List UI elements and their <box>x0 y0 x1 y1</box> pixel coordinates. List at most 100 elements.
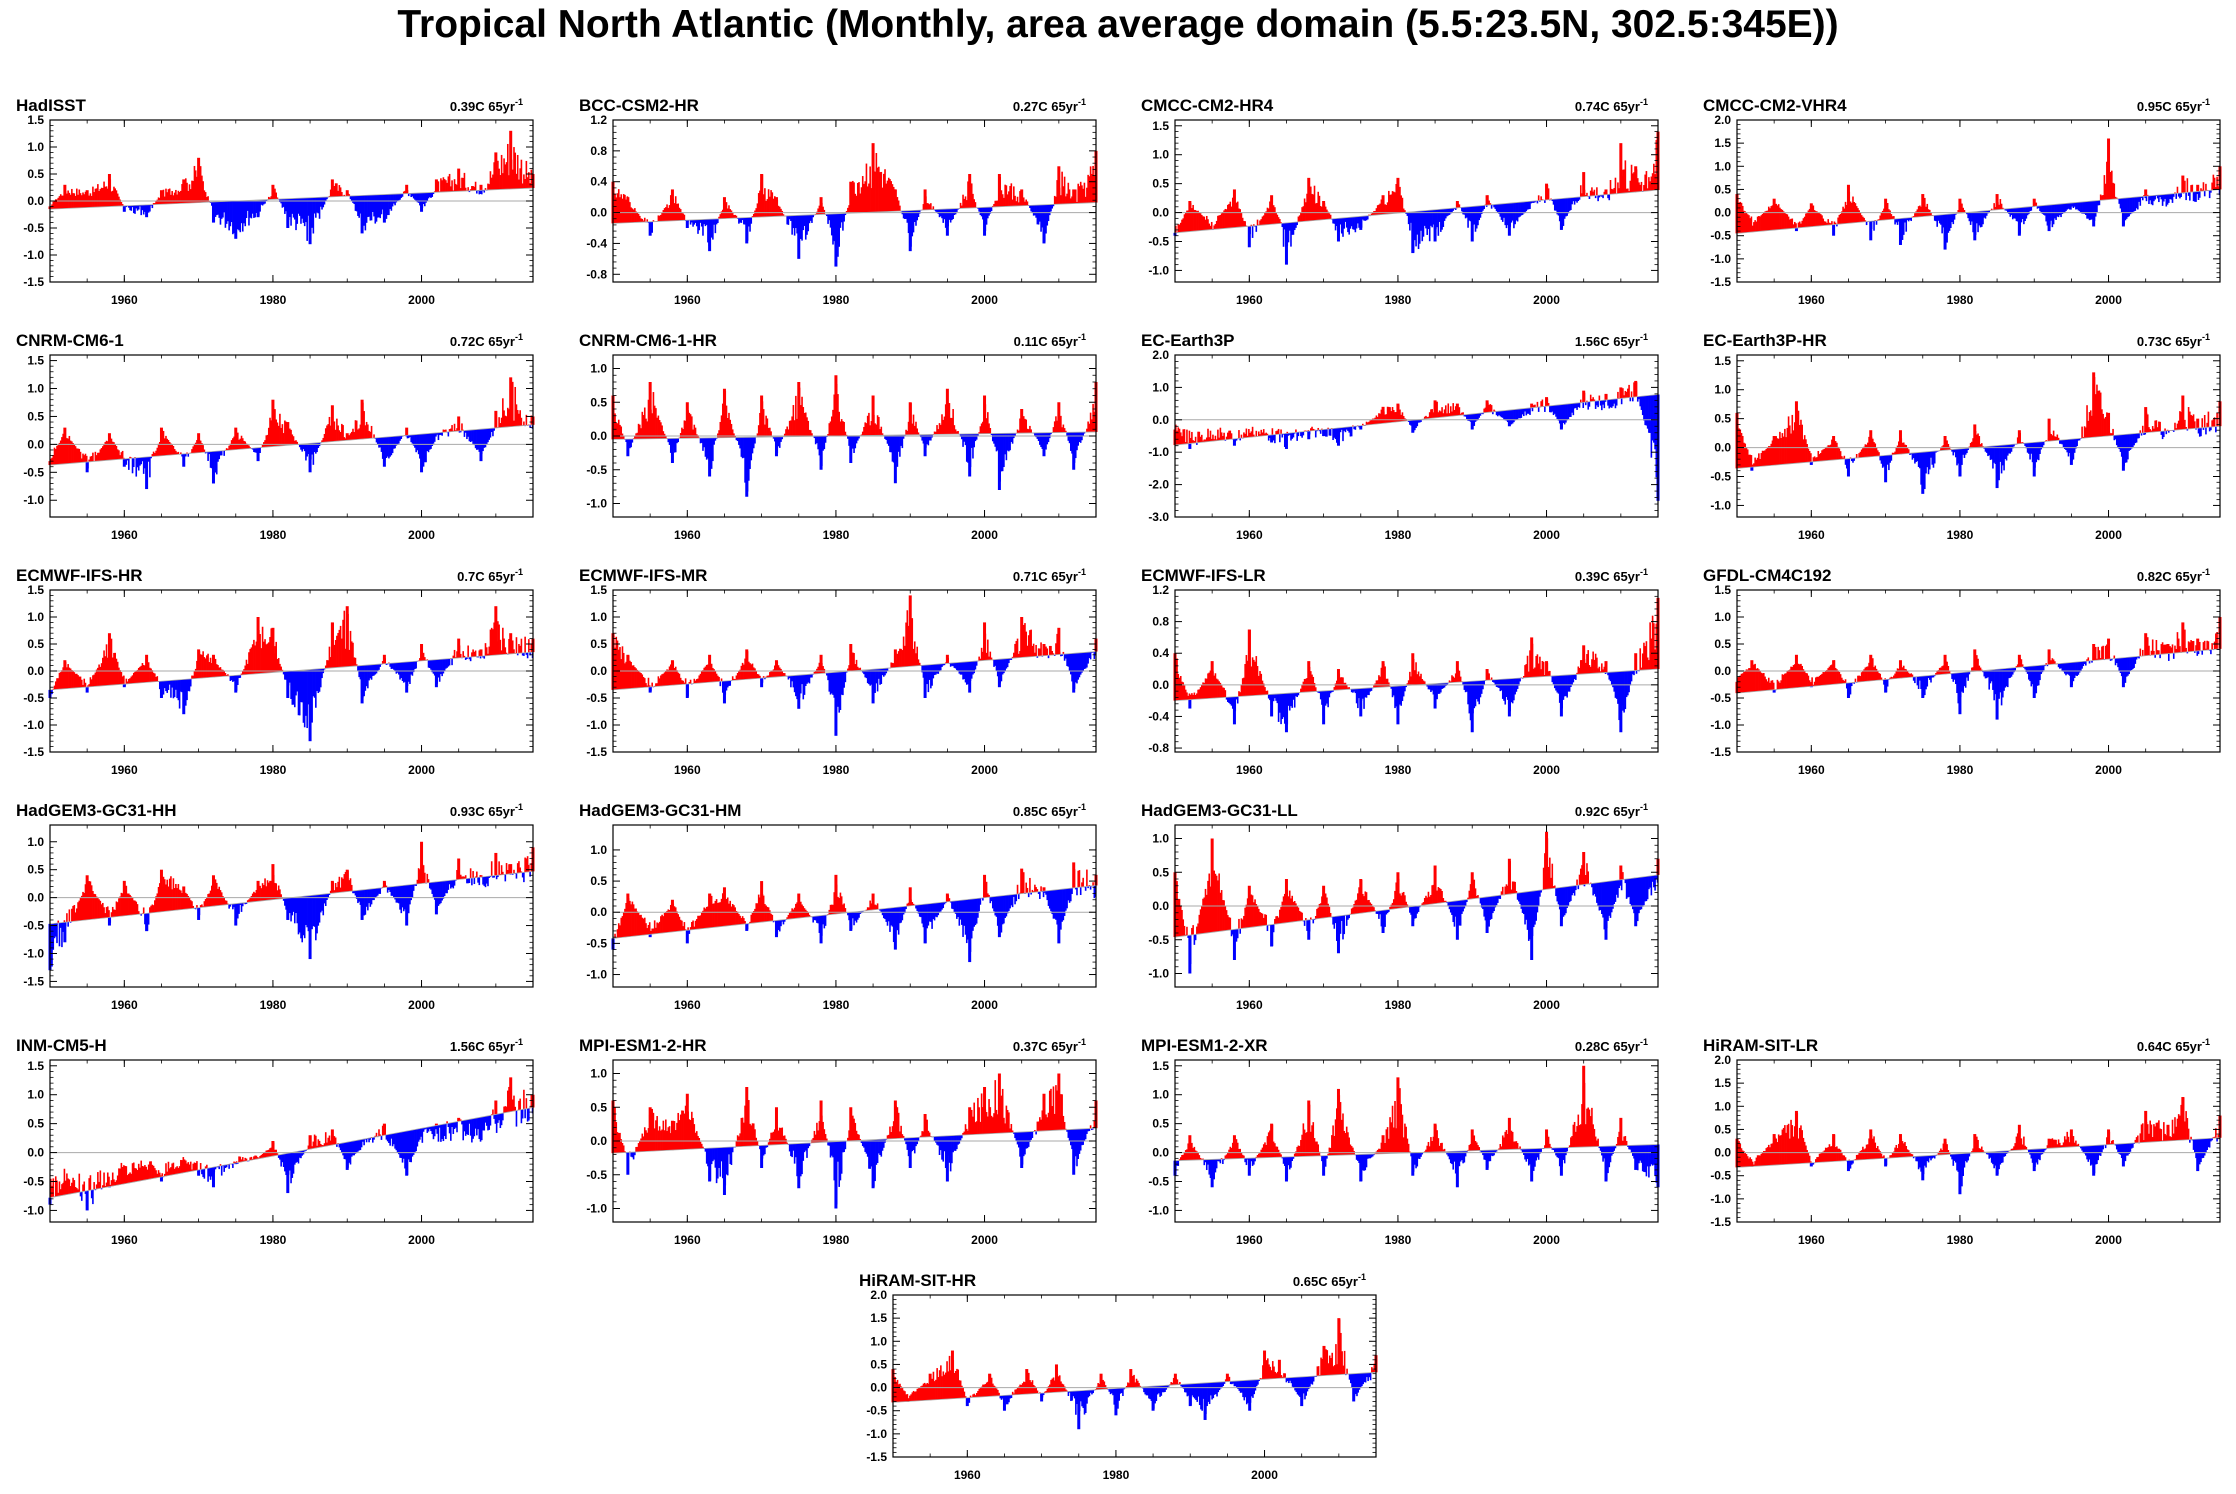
panel-mpi-esm1-2-xr: MPI-ESM1-2-XR 0.28C 65yr-1 -1.0 -0.5 0.0 0.5 1… <box>1133 1024 1665 1247</box>
y-tick-label: -2.0 <box>1148 478 1169 492</box>
anomaly-bar <box>708 1148 712 1182</box>
anomaly-bar <box>1898 1134 1902 1158</box>
panel-title: BCC-CSM2-HR <box>579 96 699 115</box>
anomaly-bar <box>893 189 897 212</box>
y-tick-label: -0.5 <box>1148 1175 1169 1189</box>
y-tick-label: 1.0 <box>1152 148 1169 162</box>
anomaly-bar <box>382 1123 386 1136</box>
anomaly-bar <box>626 1152 630 1175</box>
anomaly-bar <box>1750 660 1754 692</box>
anomaly-bar <box>1898 218 1902 245</box>
y-tick-label: -0.5 <box>1710 229 1731 243</box>
anomaly-bar <box>968 899 972 963</box>
x-tick-label: 1980 <box>1385 763 1412 777</box>
anomaly-bar <box>1322 885 1326 918</box>
panel-title: CNRM-CM6-1-HR <box>579 331 717 350</box>
anomaly-bar <box>1188 201 1192 232</box>
anomaly-bar <box>923 904 927 944</box>
anomaly-bar <box>1973 424 1977 448</box>
anomaly-bar <box>457 416 461 432</box>
anomaly-bar <box>1359 1154 1363 1182</box>
y-tick-label: -1.0 <box>1148 967 1169 981</box>
anomaly-bar <box>893 649 897 668</box>
panel-title: ECMWF-IFS-HR <box>16 566 143 585</box>
y-tick-label: 2.0 <box>1714 113 1731 127</box>
x-tick-label: 1980 <box>823 528 850 542</box>
anomaly-bar <box>871 1139 875 1189</box>
trend-unit-exponent: -1 <box>1640 567 1648 577</box>
y-tick-label: -0.5 <box>1710 691 1731 705</box>
x-tick-label: 2000 <box>408 528 435 542</box>
trend-unit-exponent: -1 <box>1078 567 1086 577</box>
monthly-texture <box>1175 1082 1659 1184</box>
anomaly-bar <box>211 201 215 223</box>
anomaly-bars <box>48 606 535 742</box>
anomaly-bar <box>893 1100 897 1139</box>
anomaly-bar <box>85 461 89 473</box>
panel-title: HiRAM-SIT-HR <box>859 1271 976 1290</box>
x-tick-label: 1980 <box>260 293 287 307</box>
x-tick-label: 1960 <box>1236 293 1263 307</box>
trend-line <box>49 651 534 691</box>
anomaly-bar <box>1042 887 1046 892</box>
x-tick-label: 1960 <box>674 998 701 1012</box>
y-tick-label: 0.0 <box>870 1381 887 1395</box>
panel-title: CMCC-CM2-VHR4 <box>1703 96 1847 115</box>
anomaly-bar <box>2069 439 2073 465</box>
trend-line <box>49 187 534 210</box>
anomaly-bar <box>1232 438 1236 446</box>
trend-line <box>892 1371 1377 1403</box>
anomaly-bar <box>849 644 853 672</box>
anomaly-bar <box>286 198 290 228</box>
trend-label: 0.39C 65yr-1 <box>1575 567 1648 584</box>
anomaly-bar <box>708 654 712 683</box>
anomaly-bar <box>893 435 897 484</box>
anomaly-bar <box>1020 617 1024 658</box>
anomaly-bar <box>286 671 290 698</box>
anomaly-bar <box>648 934 652 938</box>
anomaly-bar <box>2107 412 2111 436</box>
chart-hadgem3-gc31-hm: HadGEM3-GC31-HM 0.85C 65yr-1 -1.0 -0.5 0.0 0.… <box>579 801 1098 1012</box>
monthly-texture <box>613 869 1097 958</box>
trend-line <box>49 424 534 466</box>
anomaly-bar <box>271 864 275 900</box>
y-tick-label: 0.5 <box>1152 1117 1169 1131</box>
x-tick-label: 1960 <box>1798 763 1825 777</box>
anomaly-bar <box>2092 1145 2096 1176</box>
anomaly-bar <box>1270 694 1274 717</box>
chart-gfdl-cm4c192: GFDL-CM4C192 0.82C 65yr-1 -1.5 -1.0 -0.5 0.0 0… <box>1703 566 2222 777</box>
anomaly-bar <box>420 644 424 661</box>
anomaly-bar <box>849 1107 853 1141</box>
anomaly-bar <box>360 1139 364 1141</box>
anomaly-bar <box>2032 1149 2036 1172</box>
y-tick-label: -0.5 <box>23 691 44 705</box>
anomaly-bar <box>1619 387 1623 399</box>
anomaly-bar <box>1381 910 1385 933</box>
anomaly-bar <box>1869 654 1873 681</box>
panel-hadisst: HadISST 0.39C 65yr-1 -1.5 -1.0 -0.5 0.0 0.5 1.0… <box>8 84 540 307</box>
anomaly-bar <box>928 1373 932 1401</box>
y-tick-label: 1.2 <box>1152 583 1169 597</box>
anomaly-bar <box>1455 403 1459 416</box>
anomaly-bar <box>1995 1151 1999 1176</box>
anomaly-bar <box>1869 221 1873 241</box>
panel-hadgem3-gc31-hm: HadGEM3-GC31-HM 0.85C 65yr-1 -1.0 -0.5 0.0 0.… <box>571 789 1103 1012</box>
anomaly-bar <box>509 864 513 874</box>
anomaly-bar <box>923 434 927 457</box>
anomaly-bar <box>2069 662 2073 688</box>
panel-bcc-csm2-hr: BCC-CSM2-HR 0.27C 65yr-1 -0.8 -0.4 0.0 0.4 0.8… <box>571 84 1103 307</box>
panel-title: MPI-ESM1-2-HR <box>579 1036 707 1055</box>
anomaly-bar <box>1455 201 1459 208</box>
y-tick-label: -1.0 <box>1710 252 1731 266</box>
chart-cmcc-cm2-vhr4: CMCC-CM2-VHR4 0.95C 65yr-1 -1.5 -1.0 -0.5 0.0… <box>1703 96 2222 307</box>
anomaly-bar <box>145 204 149 218</box>
anomaly-bar <box>670 189 674 221</box>
anomaly-bar <box>774 1107 778 1145</box>
anomaly-bar <box>1307 919 1311 940</box>
anomaly-bar <box>1057 166 1061 205</box>
anomaly-bar <box>2047 649 2051 665</box>
y-tick-label: 1.5 <box>1152 119 1169 133</box>
anomaly-bar <box>2181 622 2185 653</box>
trend-label: 0.82C 65yr-1 <box>2137 567 2210 584</box>
anomaly-bar <box>1247 885 1251 928</box>
